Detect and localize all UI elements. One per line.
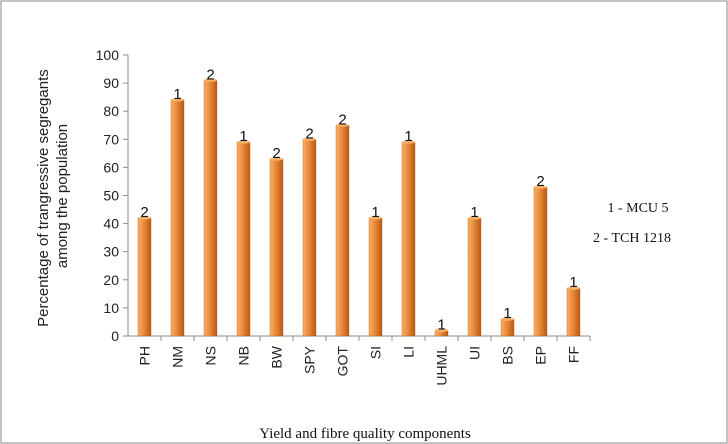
bar-top-bs xyxy=(501,317,514,321)
data-label-bw: 2 xyxy=(272,145,280,162)
x-tick-label-nb: NB xyxy=(236,346,252,365)
x-tick-label-ep: EP xyxy=(533,346,549,365)
data-label-spy: 2 xyxy=(305,125,313,142)
bar-ep xyxy=(533,186,548,337)
y-tick-label: 90 xyxy=(103,75,119,91)
x-tick-label-nm: NM xyxy=(170,346,186,368)
bar-top-got xyxy=(336,123,349,127)
x-axis-ticks: PH NM NS NB BW SPY GOT SI LI UHML UI BS EP FF xyxy=(137,336,591,386)
bar-spy xyxy=(302,139,317,337)
bar-top-nb xyxy=(237,140,250,144)
y-axis-label-line-1: Percentage of trangressive segregants xyxy=(35,69,52,327)
x-tick-label-bw: BW xyxy=(269,345,285,368)
data-label-ff: 1 xyxy=(569,274,577,291)
bar-top-ns xyxy=(204,78,217,82)
data-label-ep: 2 xyxy=(536,173,544,190)
x-tick-label-li: LI xyxy=(401,346,417,358)
x-tick-label-si: SI xyxy=(368,346,384,359)
data-label-got: 2 xyxy=(338,111,346,128)
x-tick-label-uhml: UHML xyxy=(434,346,450,386)
data-label-li: 1 xyxy=(404,128,412,145)
y-tick-label: 60 xyxy=(103,159,119,175)
bar-got xyxy=(335,125,350,337)
x-tick-label-ns: NS xyxy=(203,346,219,365)
bar-top-uhml xyxy=(435,328,448,332)
bar-top-ui xyxy=(468,216,481,220)
data-label-ph: 2 xyxy=(140,204,148,221)
bar-top-si xyxy=(369,216,382,220)
bar-top-nm xyxy=(171,98,184,102)
data-label-nb: 1 xyxy=(239,128,247,145)
data-label-si: 1 xyxy=(371,204,379,221)
y-tick-label: 70 xyxy=(103,131,119,147)
x-tick-label-bs: BS xyxy=(500,346,516,365)
data-label-bs: 1 xyxy=(503,305,511,322)
bar-ff xyxy=(566,288,581,337)
bar-ph xyxy=(137,217,152,337)
y-tick-label: 20 xyxy=(103,272,119,288)
data-label-ui: 1 xyxy=(470,204,478,221)
bar-si xyxy=(368,217,383,337)
bar-top-ff xyxy=(567,286,580,290)
y-axis-ticks: 0 10 20 30 40 50 60 70 80 90 100 xyxy=(96,47,128,344)
bar-top-ep xyxy=(534,185,547,189)
y-tick-label: 0 xyxy=(111,328,119,344)
data-label-ns: 2 xyxy=(206,66,214,83)
data-label-nm: 1 xyxy=(173,86,181,103)
bar-top-ph xyxy=(138,216,151,220)
legend-entry-1: 1 - MCU 5 xyxy=(607,201,668,216)
bar-li xyxy=(401,141,416,337)
x-tick-label-spy: SPY xyxy=(302,345,318,374)
y-tick-label: 40 xyxy=(103,216,119,232)
y-tick-label: 80 xyxy=(103,103,119,119)
bar-ns xyxy=(203,80,218,337)
x-axis-label: Yield and fibre quality components xyxy=(259,426,471,442)
x-tick-label-ff: FF xyxy=(566,346,582,363)
data-labels: 2 1 2 1 2 2 2 1 1 1 1 1 2 1 xyxy=(140,66,577,333)
x-tick-label-got: GOT xyxy=(335,346,351,377)
data-label-uhml: 1 xyxy=(437,316,445,333)
y-axis-label: Percentage of trangressive segregants am… xyxy=(35,65,71,327)
y-tick-label: 50 xyxy=(103,188,119,204)
legend-entry-2: 2 - TCH 1218 xyxy=(593,231,671,246)
bar-top-spy xyxy=(303,137,316,141)
y-tick-label: 30 xyxy=(103,244,119,260)
x-tick-label-ph: PH xyxy=(137,346,153,365)
bar-nm xyxy=(170,99,185,337)
bar-top-li xyxy=(402,140,415,144)
y-tick-label: 10 xyxy=(103,300,119,316)
bar-bw xyxy=(269,158,284,337)
bar-nb xyxy=(236,141,251,337)
bars xyxy=(137,78,581,337)
x-tick-label-ui: UI xyxy=(467,346,483,360)
bar-top-bw xyxy=(270,157,283,161)
y-axis-label-line-2: among the population xyxy=(54,124,71,268)
bar-ui xyxy=(467,217,482,337)
y-tick-label: 100 xyxy=(96,47,120,63)
